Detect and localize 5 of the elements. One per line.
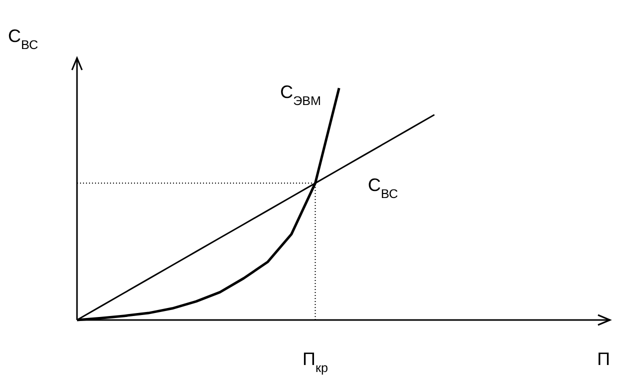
series-label: С$_{ЭВМ}$ [280,82,322,108]
text: П [597,349,610,369]
series-label: С$_{ВС}$ [368,174,398,201]
text: П$_{кр}$ [302,349,328,375]
y-axis-title: С$_{ВС}$ [8,26,38,52]
